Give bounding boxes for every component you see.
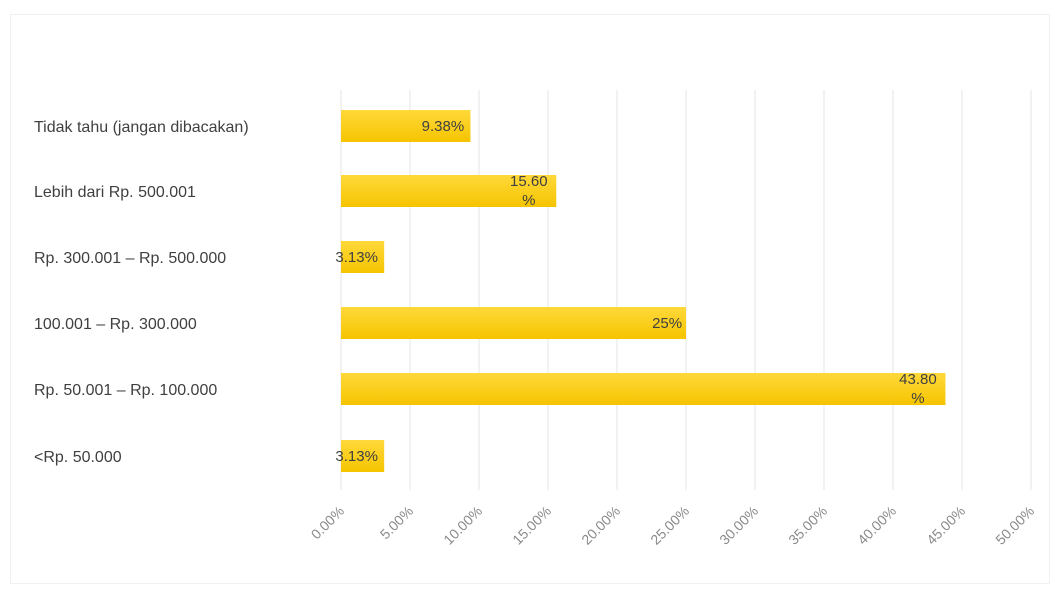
- category-label: Rp. 50.001 – Rp. 100.000: [34, 382, 217, 399]
- x-tick-label: 35.00%: [785, 503, 830, 548]
- bar: [341, 241, 385, 273]
- data-label: 43.80%: [899, 371, 937, 407]
- gridlines: [340, 90, 1032, 490]
- x-tick-label: 10.00%: [440, 503, 485, 548]
- x-tick-label: 20.00%: [578, 503, 623, 548]
- x-tick-label: 15.00%: [509, 503, 554, 548]
- chart-frame: [10, 14, 1050, 584]
- category-label: Rp. 300.001 – Rp. 500.000: [34, 250, 226, 267]
- data-label: 15.60%: [510, 173, 548, 209]
- category-label: <Rp. 50.000: [34, 449, 122, 466]
- bar: [341, 110, 471, 142]
- data-label: 3.13%: [335, 448, 378, 465]
- bar: [341, 307, 686, 339]
- bar: [341, 440, 385, 472]
- category-label: 100.001 – Rp. 300.000: [34, 316, 197, 333]
- category-label: Tidak tahu (jangan dibacakan): [34, 119, 249, 136]
- x-axis-tick-labels: 0.00% 5.00% 10.00% 15.00% 20.00% 25.00% 30.00%…: [308, 503, 1037, 548]
- x-tick-label: 40.00%: [854, 503, 899, 548]
- data-labels: 9.38% 15.60 % 3.13% 25% 43.80 % 3.13%: [335, 118, 936, 465]
- data-label: 9.38%: [422, 118, 465, 135]
- x-tick-label: 25.00%: [647, 503, 692, 548]
- x-tick-label: 45.00%: [923, 503, 968, 548]
- x-tick-label: 0.00%: [308, 503, 347, 542]
- data-label: 25%: [652, 315, 682, 332]
- x-tick-label: 30.00%: [716, 503, 761, 548]
- x-tick-label: 50.00%: [992, 503, 1037, 548]
- bars: [341, 110, 946, 472]
- bar: [341, 175, 557, 207]
- category-label: Lebih dari Rp. 500.001: [34, 184, 196, 201]
- bar: [341, 373, 946, 405]
- data-label: 3.13%: [335, 249, 378, 266]
- x-tick-label: 5.00%: [377, 503, 416, 542]
- category-labels: Tidak tahu (jangan dibacakan) Lebih dari …: [34, 119, 249, 466]
